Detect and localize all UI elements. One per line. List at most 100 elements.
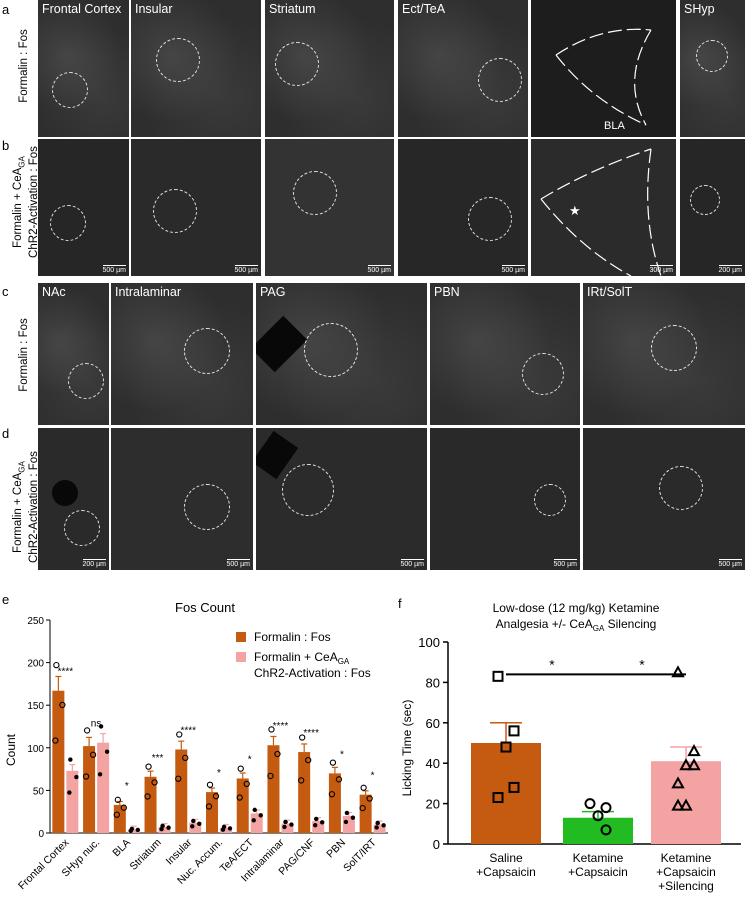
bar — [281, 823, 294, 833]
bar — [220, 827, 232, 833]
roi-circle — [659, 466, 703, 510]
data-point — [335, 776, 343, 783]
data-point — [251, 818, 256, 823]
significance-label: * — [340, 749, 344, 760]
micrograph-insular-a: Insular — [131, 0, 261, 137]
data-point — [289, 822, 294, 827]
roi-circle — [478, 58, 522, 102]
data-point — [268, 726, 275, 733]
legend-swatch-silencing — [236, 652, 246, 662]
bar — [144, 776, 157, 833]
category-label: Ketamine — [573, 851, 624, 865]
star-icon: ★ — [569, 203, 581, 218]
roi-circle — [153, 189, 197, 233]
data-point — [381, 823, 386, 828]
chart-e-title: Fos Count — [175, 600, 235, 615]
bar — [175, 749, 188, 833]
panel-label-e: e — [2, 592, 10, 607]
micrograph-ect-tea-b: 500 µm — [398, 139, 528, 276]
bar — [52, 690, 65, 833]
chart-e-ylabel: Count — [4, 733, 18, 766]
category-label: +Silencing — [658, 879, 714, 893]
y-tick-label: 80 — [426, 675, 440, 690]
data-point — [59, 701, 66, 709]
micrograph-pbn-c: PBN — [430, 283, 580, 425]
micrograph-irt-solt-c: IRt/SolT — [583, 283, 745, 425]
data-point — [359, 804, 366, 812]
roi-circle — [651, 325, 697, 371]
data-point — [129, 826, 135, 832]
data-point — [687, 758, 701, 771]
row-label-d: Formalin + CeAGA ChR2-Activation : Fos — [12, 451, 41, 563]
data-point — [191, 818, 196, 824]
data-point — [344, 810, 350, 816]
category-label: +Capsaicin — [656, 865, 716, 879]
roi-circle — [64, 510, 100, 546]
data-point — [104, 749, 110, 754]
micrograph-irt-solt-d: 500 µm — [583, 428, 745, 570]
legend-label-silencing-line2: ChR2-Activation : Fos — [254, 666, 371, 680]
bar — [66, 770, 79, 833]
row-label-a: Formalin : Fos — [18, 29, 30, 103]
roi-circle — [522, 353, 564, 395]
roi-circle — [304, 323, 358, 377]
chart-e-legend: Formalin : Fos Formalin + CeAGA ChR2-Act… — [236, 630, 371, 680]
legend-label-silencing-line1: Formalin + CeAGA — [254, 650, 350, 666]
significance-label: * — [248, 754, 252, 765]
data-point — [227, 826, 233, 831]
data-point — [329, 759, 337, 766]
data-point — [145, 763, 152, 770]
category-label: SolT/IRT — [341, 836, 379, 874]
data-point — [600, 824, 612, 836]
bla-boundary — [540, 148, 662, 276]
y-tick-label: 20 — [426, 797, 440, 812]
ventricle — [52, 480, 78, 506]
data-point — [687, 744, 701, 757]
category-label: Saline — [489, 851, 523, 865]
data-point — [267, 772, 274, 780]
data-point — [671, 776, 685, 789]
micrograph-frontal-cortex-a: Frontal Cortex — [38, 0, 129, 137]
significance-label: **** — [273, 721, 289, 732]
roi-circle — [696, 40, 728, 72]
y-tick-label: 150 — [27, 701, 44, 712]
data-point — [679, 758, 693, 771]
bar — [471, 743, 541, 844]
data-point — [98, 724, 104, 729]
bla-boundary — [555, 28, 652, 126]
category-label: BLA — [110, 837, 133, 860]
data-point — [360, 784, 367, 791]
data-point — [120, 804, 127, 811]
significance-label: * — [125, 781, 129, 792]
data-point — [221, 824, 227, 830]
bar — [97, 742, 110, 833]
data-point — [237, 765, 244, 772]
y-tick-label: 60 — [426, 716, 440, 731]
bar — [298, 752, 311, 833]
aqueduct — [256, 315, 308, 373]
panel-label-c: c — [2, 284, 9, 299]
data-point — [305, 757, 312, 764]
chart-f-ylabel: Licking Time (sec) — [400, 700, 414, 797]
data-point — [67, 790, 72, 795]
y-tick-label: 100 — [418, 635, 440, 650]
data-point — [175, 775, 182, 782]
data-point — [166, 825, 171, 830]
roi-circle — [184, 328, 230, 374]
y-tick-label: 0 — [433, 837, 440, 852]
data-point — [508, 725, 520, 737]
data-point — [500, 741, 512, 753]
data-point — [584, 798, 596, 810]
data-point — [243, 780, 250, 788]
micrograph-pag-d: 500 µm — [256, 428, 427, 570]
data-point — [319, 820, 325, 825]
micrograph-shyp-a: SHyp — [680, 0, 745, 137]
fos-count-chart: Fos Count Count Formalin : Fos Formalin … — [4, 600, 388, 892]
micrograph-pbn-d: 500 µm — [430, 428, 580, 570]
micrograph-nac-d: 200 µm — [38, 428, 109, 570]
micrograph-bla-a: BLA — [531, 0, 676, 137]
data-point — [82, 773, 90, 780]
micrograph-frontal-cortex-b: 500 µm — [38, 139, 129, 276]
legend-label-formalin: Formalin : Fos — [254, 630, 331, 644]
data-point — [236, 794, 243, 801]
